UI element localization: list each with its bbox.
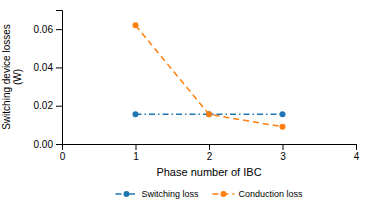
legend: Switching loss Conduction loss: [115, 189, 303, 199]
point: [280, 111, 286, 117]
tick: 0.02: [34, 100, 62, 111]
tick: 2: [207, 144, 213, 162]
chart: 0 1 2 3 4 0.00 0.02 0.04 0.06 Phase number of IBC…: [0, 0, 372, 208]
tick-mark: [356, 144, 357, 150]
series-line: [136, 25, 283, 126]
legend-item: Switching loss: [115, 189, 199, 199]
tick-label: 4: [354, 151, 360, 162]
tick-mark: [56, 106, 62, 107]
legend-label: Conduction loss: [238, 189, 303, 199]
tick-label: 0: [60, 151, 66, 162]
axis-line: [63, 145, 357, 151]
tick: 3: [280, 144, 286, 162]
axis-line: [56, 11, 63, 145]
tick-label: 0.06: [34, 24, 54, 35]
point: [206, 111, 212, 117]
tick-label: 0.02: [34, 100, 54, 111]
tick: 0.06: [34, 24, 62, 35]
tick: 0.04: [34, 62, 62, 73]
tick: 1: [133, 144, 139, 162]
point: [133, 22, 139, 28]
point: [280, 124, 286, 130]
tick-label: 0.00: [34, 139, 54, 150]
y-axis: 0.00 0.02 0.04 0.06: [34, 11, 63, 150]
plot: 0 1 2 3 4 0.00 0.02 0.04 0.06 Phase number of IBC…: [1, 11, 360, 200]
tick-mark: [56, 67, 62, 68]
legend-label: Switching loss: [141, 189, 199, 199]
x-axis-title: Phase number of IBC: [156, 166, 261, 178]
tick: 4: [354, 144, 360, 162]
tick: 0.00: [34, 139, 62, 150]
tick-mark: [56, 144, 62, 145]
tick-label: 2: [207, 151, 213, 162]
legend-item: Conduction loss: [212, 189, 303, 199]
tick-mark: [56, 29, 62, 30]
legend-marker: [220, 191, 226, 197]
point: [133, 111, 139, 117]
tick-label: 1: [133, 151, 139, 162]
marks: [133, 22, 286, 129]
tick-label: 3: [280, 151, 286, 162]
tick-mark: [209, 144, 210, 150]
tick-mark: [283, 144, 284, 150]
tick-mark: [136, 144, 137, 150]
tick-label: 0.04: [34, 62, 54, 73]
tick: 0: [60, 144, 66, 162]
y-axis-title: Switching device losses(W): [1, 24, 23, 130]
point: [206, 111, 212, 117]
legend-marker: [123, 191, 129, 197]
x-axis: 0 1 2 3 4: [60, 144, 360, 162]
